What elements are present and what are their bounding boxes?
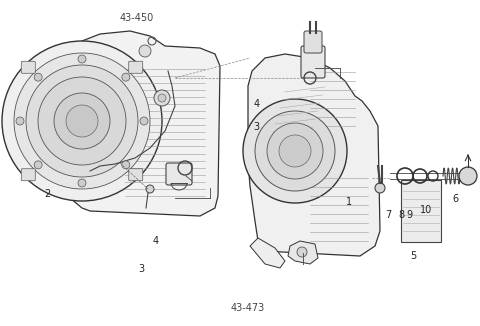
- Circle shape: [146, 185, 154, 193]
- Circle shape: [297, 247, 307, 257]
- Polygon shape: [52, 31, 220, 216]
- Text: 1: 1: [347, 197, 352, 207]
- Circle shape: [375, 183, 385, 193]
- FancyBboxPatch shape: [129, 169, 143, 181]
- Circle shape: [78, 179, 86, 187]
- Text: 5: 5: [410, 251, 417, 261]
- Circle shape: [267, 123, 323, 179]
- Circle shape: [255, 111, 335, 191]
- Circle shape: [14, 53, 150, 189]
- Text: 2: 2: [44, 189, 50, 199]
- FancyBboxPatch shape: [166, 163, 192, 185]
- Circle shape: [459, 167, 477, 185]
- Circle shape: [78, 55, 86, 63]
- FancyBboxPatch shape: [21, 169, 35, 181]
- Text: 9: 9: [407, 210, 412, 220]
- Text: 6: 6: [452, 194, 458, 204]
- Circle shape: [16, 117, 24, 125]
- Circle shape: [34, 73, 42, 81]
- Text: 8: 8: [398, 210, 404, 220]
- Text: 4: 4: [254, 99, 260, 109]
- Text: 43-450: 43-450: [120, 13, 154, 23]
- Circle shape: [66, 105, 98, 137]
- FancyBboxPatch shape: [301, 46, 325, 78]
- Text: 10: 10: [420, 205, 432, 215]
- Text: 43-473: 43-473: [230, 303, 264, 313]
- Text: 7: 7: [384, 210, 391, 220]
- Circle shape: [26, 65, 138, 177]
- Circle shape: [122, 73, 130, 81]
- Circle shape: [2, 41, 162, 201]
- Text: 3: 3: [139, 264, 144, 274]
- Circle shape: [54, 93, 110, 149]
- Circle shape: [158, 94, 166, 102]
- Polygon shape: [250, 238, 285, 268]
- Circle shape: [140, 117, 148, 125]
- Circle shape: [38, 77, 126, 165]
- FancyBboxPatch shape: [401, 180, 441, 242]
- Text: 4: 4: [153, 236, 159, 246]
- FancyBboxPatch shape: [129, 61, 143, 73]
- Circle shape: [279, 135, 311, 167]
- Polygon shape: [248, 54, 380, 256]
- Polygon shape: [288, 241, 318, 264]
- Circle shape: [243, 99, 347, 203]
- Circle shape: [122, 161, 130, 169]
- Circle shape: [34, 161, 42, 169]
- Circle shape: [139, 45, 151, 57]
- Text: 3: 3: [254, 122, 260, 132]
- FancyBboxPatch shape: [21, 61, 35, 73]
- FancyBboxPatch shape: [304, 31, 322, 53]
- Circle shape: [154, 90, 170, 106]
